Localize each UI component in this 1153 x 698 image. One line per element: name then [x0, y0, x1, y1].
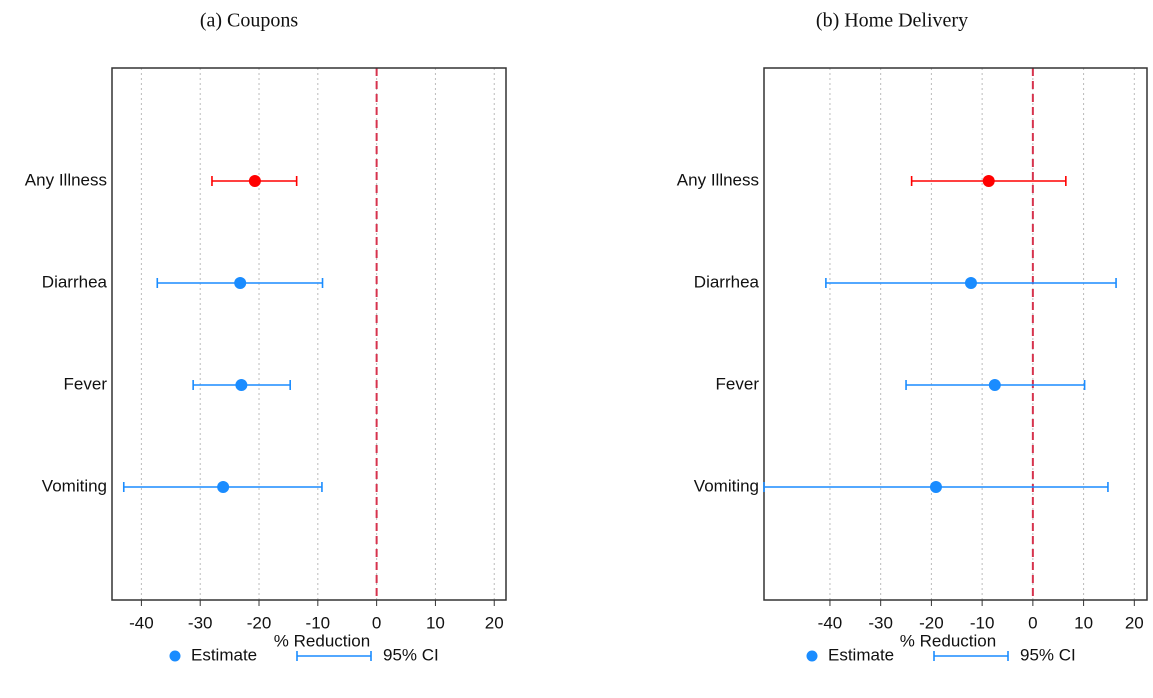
- y-tick-label: Vomiting: [42, 476, 107, 495]
- y-tick-label: Diarrhea: [694, 272, 760, 291]
- x-axis-label: % Reduction: [900, 631, 996, 650]
- x-tick-label: 10: [1074, 613, 1093, 632]
- x-tick-label: -20: [247, 613, 272, 632]
- x-tick-label: -20: [919, 613, 944, 632]
- legend-marker: [806, 650, 818, 662]
- estimate-point: [982, 175, 995, 187]
- x-tick-label: 0: [1028, 613, 1037, 632]
- x-axis-label: % Reduction: [274, 631, 370, 650]
- x-tick-label: -40: [818, 613, 843, 632]
- estimate-point: [929, 481, 942, 493]
- x-tick-label: -10: [306, 613, 331, 632]
- y-tick-label: Any Illness: [25, 170, 107, 189]
- plot-frame: [763, 67, 1148, 601]
- panel-title: (a) Coupons: [200, 10, 299, 32]
- y-tick-label: Diarrhea: [42, 272, 108, 291]
- y-tick-label: Fever: [64, 374, 108, 393]
- estimate-point: [235, 379, 248, 391]
- x-tick-label: -40: [129, 613, 154, 632]
- estimate-point: [217, 481, 230, 493]
- estimate-point: [234, 277, 247, 289]
- y-tick-label: Any Illness: [677, 170, 759, 189]
- plot-frame: [111, 67, 507, 601]
- x-tick-label: 20: [485, 613, 504, 632]
- x-tick-label: 10: [426, 613, 445, 632]
- estimate-point: [988, 379, 1001, 391]
- x-tick-label: -30: [868, 613, 893, 632]
- legend-label: Estimate: [191, 645, 257, 664]
- legend-label: Estimate: [828, 645, 894, 664]
- legend-marker: [169, 650, 181, 662]
- legend-label: 95% CI: [383, 645, 439, 664]
- x-tick-label: -10: [970, 613, 995, 632]
- legend-label: 95% CI: [1020, 645, 1076, 664]
- panel-title: (b) Home Delivery: [816, 10, 968, 32]
- estimate-point: [964, 277, 977, 289]
- estimate-point: [248, 175, 261, 187]
- y-tick-label: Fever: [716, 374, 760, 393]
- x-tick-label: -30: [188, 613, 213, 632]
- x-tick-label: 0: [372, 613, 381, 632]
- x-tick-label: 20: [1125, 613, 1144, 632]
- y-tick-label: Vomiting: [694, 476, 759, 495]
